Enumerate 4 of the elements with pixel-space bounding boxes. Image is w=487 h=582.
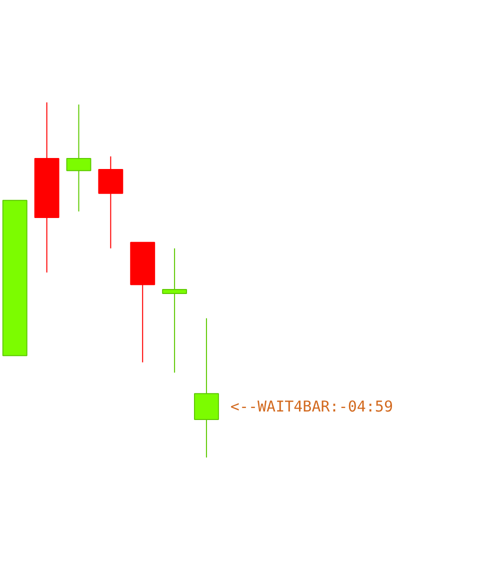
candlestick	[162, 248, 188, 374]
candlestick	[98, 156, 124, 249]
text: <--WAIT4BAR:-04:59	[230, 398, 393, 416]
candlestick	[66, 104, 92, 212]
